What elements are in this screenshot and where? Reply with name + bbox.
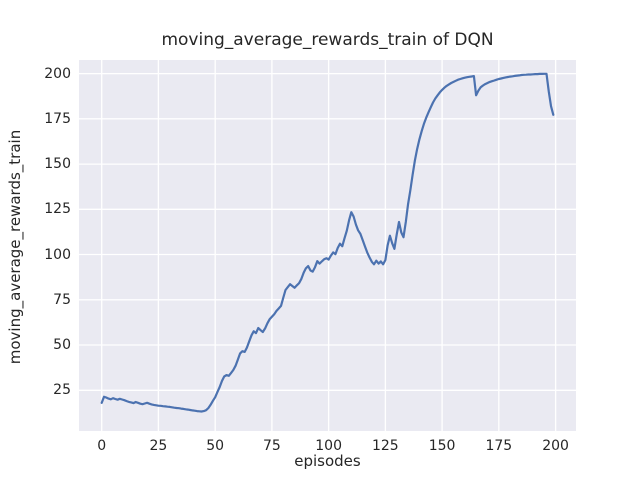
chart-title: moving_average_rewards_train of DQN [161,30,494,50]
x-tick-label: 175 [485,438,513,454]
x-tick-label: 75 [262,438,281,454]
y-tick-label: 150 [44,156,71,173]
x-axis-label: episodes [294,452,361,470]
y-tick-label: 75 [53,291,71,308]
y-tick-label: 125 [44,201,71,218]
x-tick-label: 100 [315,438,342,454]
x-tick-label: 25 [149,438,168,454]
y-tick-label: 100 [44,246,71,263]
x-tick-label: 200 [542,438,569,454]
x-tick-label: 0 [97,438,107,454]
y-axis-label: moving_average_rewards_train [6,129,24,365]
y-tick-label: 200 [44,65,71,82]
x-tick-label: 50 [206,438,225,454]
plot-area [79,60,576,431]
x-tick-label: 125 [371,438,399,454]
dqn-reward-line [100,72,555,413]
y-tick-label: 25 [53,382,71,399]
y-tick-label: 175 [44,110,71,127]
y-tick-label: 50 [53,337,71,354]
x-tick-label: 150 [428,438,456,454]
